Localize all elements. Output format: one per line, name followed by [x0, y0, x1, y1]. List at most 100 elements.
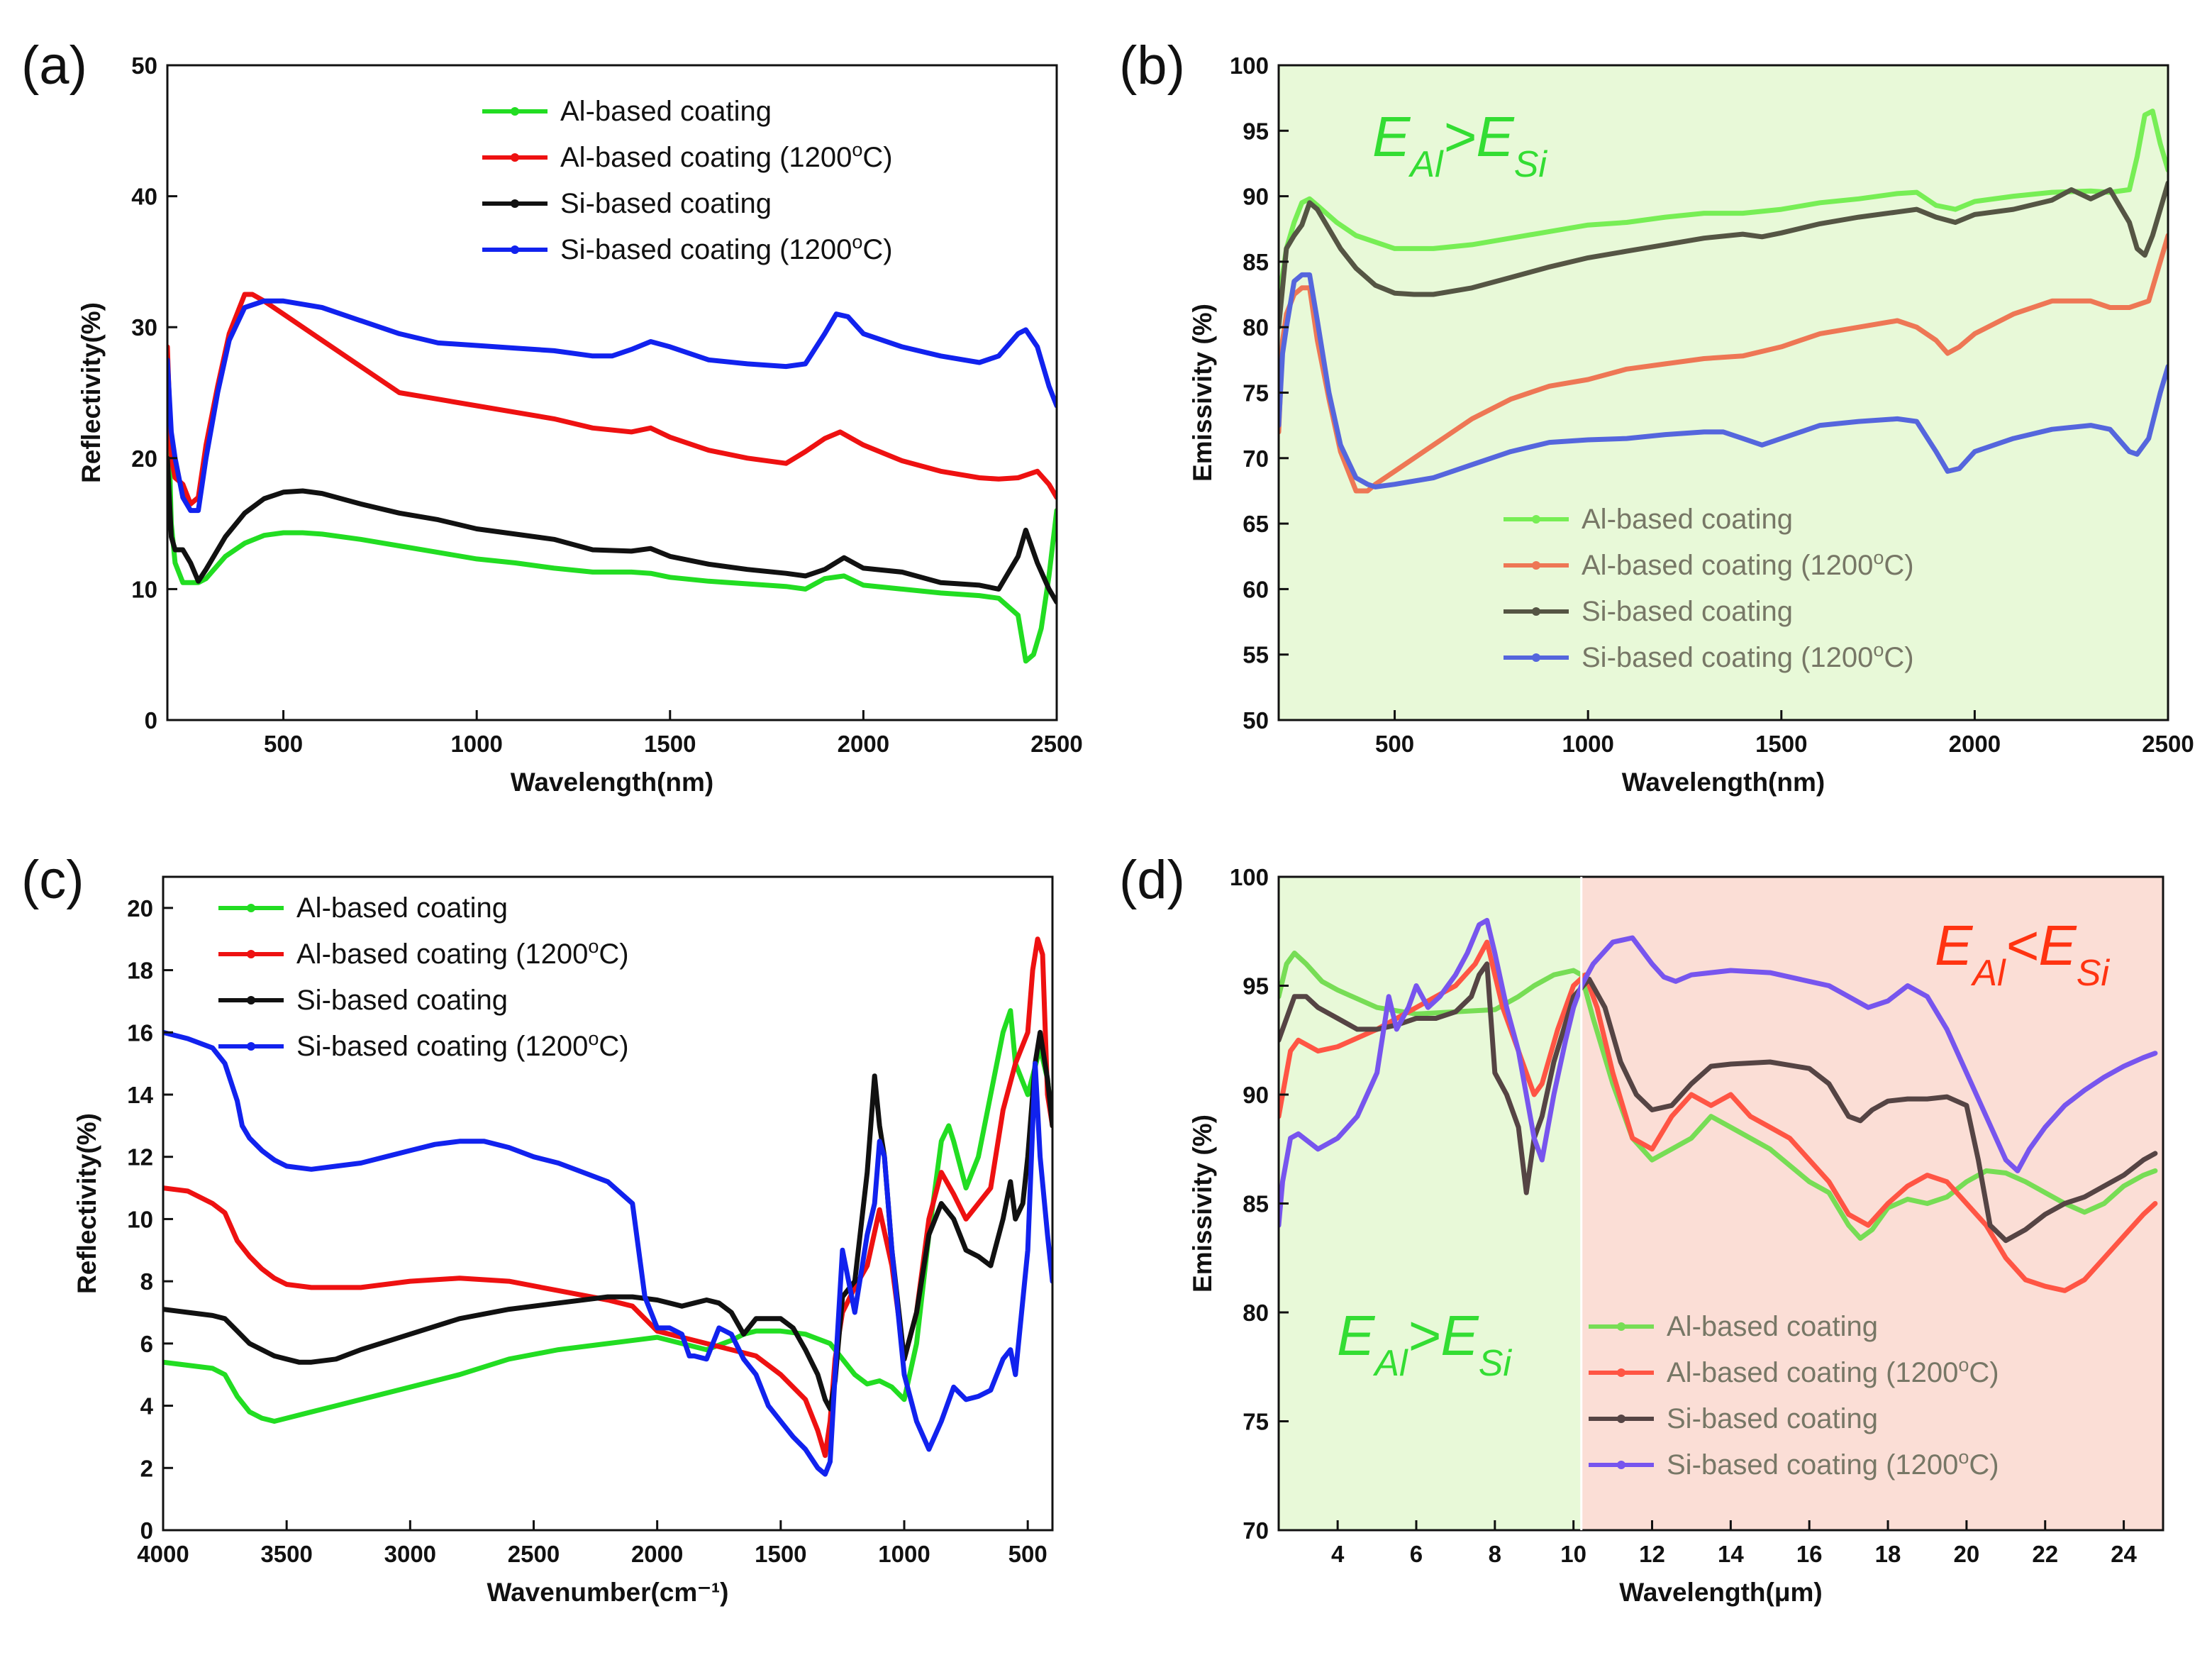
x-tick-label-b-3: 2000: [1949, 731, 2001, 757]
legend-marker-b-0: [1532, 515, 1540, 524]
legend-label-c-3: Si-based coating (1200oC): [296, 1028, 629, 1062]
legend-marker-d-3: [1617, 1461, 1625, 1469]
legend-label-b-0: Al-based coating: [1582, 504, 1793, 535]
y-tick-label-b-4: 70: [1243, 446, 1269, 472]
x-tick-label-d-4: 12: [1639, 1541, 1665, 1567]
y-tick-label-c-0: 0: [140, 1517, 153, 1544]
y-axis-title-b: Emissivity (%): [1188, 304, 1217, 482]
legend-marker-b-2: [1532, 607, 1540, 616]
legend-a: Al-based coating Al-based coating (1200oC…: [482, 96, 893, 265]
y-tick-label-d-3: 85: [1243, 1191, 1269, 1217]
series-line-d-3: [1279, 917, 2158, 1228]
y-tick-label-c-4: 8: [140, 1268, 153, 1295]
y-tick-label-d-0: 70: [1243, 1517, 1269, 1544]
legend-label-d-1: Al-based coating (1200oC): [1667, 1354, 1999, 1388]
series-line-b-2: [1279, 180, 2168, 330]
legend-b: Al-based coating Al-based coating (1200oC…: [1504, 504, 1914, 673]
panel-label-d: (d): [1119, 850, 1185, 910]
legend-label-b-3: Si-based coating (1200oC): [1582, 639, 1914, 673]
legend-label-c-2: Si-based coating: [296, 985, 508, 1016]
x-tick-label-b-0: 500: [1375, 731, 1414, 757]
y-tick-label-a-3: 30: [131, 314, 157, 341]
legend-marker-d-0: [1617, 1322, 1625, 1331]
series-line-a-0: [167, 377, 1057, 664]
legend-marker-a-2: [511, 199, 519, 208]
y-tick-label-b-3: 65: [1243, 511, 1269, 537]
x-tick-label-b-1: 1000: [1562, 731, 1613, 757]
panel-label-b: (b): [1119, 35, 1185, 96]
series-line-a-2: [167, 455, 1057, 605]
y-tick-label-a-2: 20: [131, 446, 157, 472]
x-tick-label-d-5: 14: [1718, 1541, 1744, 1567]
y-tick-label-a-1: 10: [131, 576, 157, 602]
inequality-annotation-d-left: EAl>ESi: [1337, 1304, 1512, 1384]
series-line-a-1: [167, 292, 1057, 507]
legend-marker-c-0: [247, 904, 255, 912]
panel-c: 4000 3500 3000 2500 2000 1500 1000 500 0 2 4 6 8 10 12…: [21, 850, 1054, 1607]
y-tick-label-b-9: 95: [1243, 118, 1269, 144]
shaded-region-left: [1279, 877, 1582, 1530]
legend-marker-c-3: [247, 1042, 255, 1051]
series-group: [1279, 917, 2158, 1293]
legend-marker-a-3: [511, 245, 519, 254]
y-tick-label-d-6: 100: [1230, 864, 1269, 890]
x-axis-title-a: Wavelength(nm): [511, 768, 713, 797]
x-tick-label-d-7: 18: [1875, 1541, 1901, 1567]
inequality-annotation-b: EAl>ESi: [1372, 105, 1547, 185]
series-line-d-0: [1279, 951, 2158, 1241]
y-tick-label-d-1: 75: [1243, 1409, 1269, 1435]
y-tick-label-c-6: 12: [127, 1144, 153, 1171]
legend-marker-b-3: [1532, 653, 1540, 662]
x-axis-title-c: Wavenumber(cm⁻¹): [487, 1578, 729, 1607]
legend-marker-c-2: [247, 996, 255, 1005]
legend-marker-a-1: [511, 153, 519, 162]
x-axis-title-b: Wavelength(nm): [1622, 768, 1825, 797]
y-tick-label-a-4: 40: [131, 184, 157, 210]
x-tick-label-d-8: 20: [1954, 1541, 1980, 1567]
x-tick-label-d-1: 6: [1410, 1541, 1423, 1567]
legend-label-b-1: Al-based coating (1200oC): [1582, 547, 1914, 581]
x-tick-label-d-0: 4: [1331, 1541, 1345, 1567]
y-tick-label-b-7: 85: [1243, 249, 1269, 275]
legend-label-b-2: Si-based coating: [1582, 596, 1793, 627]
y-tick-label-b-8: 90: [1243, 184, 1269, 210]
y-axis-title-c: Reflectivity(%): [72, 1113, 101, 1294]
series-line-c-3: [163, 1029, 1052, 1477]
x-tick-label-d-6: 16: [1796, 1541, 1823, 1567]
panel-b: 500 1000 1500 2000 2500 50 55 60 65 70 75 80 85 90 95 1…: [1119, 35, 2194, 797]
x-tick-label-a-4: 2500: [1030, 731, 1082, 757]
legend-label-a-0: Al-based coating: [560, 96, 772, 127]
y-tick-label-b-10: 100: [1230, 52, 1269, 79]
y-tick-label-d-2: 80: [1243, 1300, 1269, 1326]
x-tick-label-d-2: 8: [1489, 1541, 1501, 1567]
y-tick-label-c-10: 20: [127, 895, 153, 922]
panel-label-a: (a): [21, 35, 87, 96]
legend-marker-c-1: [247, 950, 255, 958]
legend-c: Al-based coating Al-based coating (1200oC…: [218, 892, 629, 1062]
shaded-region: [1279, 65, 2168, 720]
x-tick-label-d-3: 10: [1560, 1541, 1586, 1567]
series-line-d-2: [1279, 961, 2158, 1244]
series-line-b-3: [1279, 272, 2168, 489]
series-group: [1279, 109, 2168, 494]
legend-marker-d-2: [1617, 1415, 1625, 1423]
y-tick-label-b-2: 60: [1243, 576, 1269, 602]
legend-marker-d-1: [1617, 1368, 1625, 1377]
legend-label-c-0: Al-based coating: [296, 892, 508, 924]
legend-label-a-2: Si-based coating: [560, 188, 772, 219]
y-tick-label-c-8: 16: [127, 1019, 153, 1046]
panel-d: 4 6 8 10 12 14 16 18 20 22 24 70 75 80 85 90 95 100 Wavele…: [1119, 850, 2164, 1607]
x-axis-title-d: Wavelength(μm): [1619, 1578, 1822, 1607]
axes-frame: [162, 875, 1054, 1532]
legend-marker-b-1: [1532, 561, 1540, 570]
y-tick-label-c-2: 4: [140, 1393, 154, 1420]
panel-label-c: (c): [21, 850, 84, 910]
x-tick-label-c-4: 2000: [631, 1541, 683, 1567]
x-tick-label-c-5: 1500: [755, 1541, 806, 1567]
x-tick-label-b-4: 2500: [2142, 731, 2194, 757]
legend-label-d-0: Al-based coating: [1667, 1311, 1878, 1342]
y-tick-label-b-5: 75: [1243, 380, 1269, 406]
x-tick-label-d-10: 24: [2111, 1541, 2137, 1567]
series-line-d-1: [1279, 939, 2158, 1293]
legend-marker-a-0: [511, 107, 519, 116]
